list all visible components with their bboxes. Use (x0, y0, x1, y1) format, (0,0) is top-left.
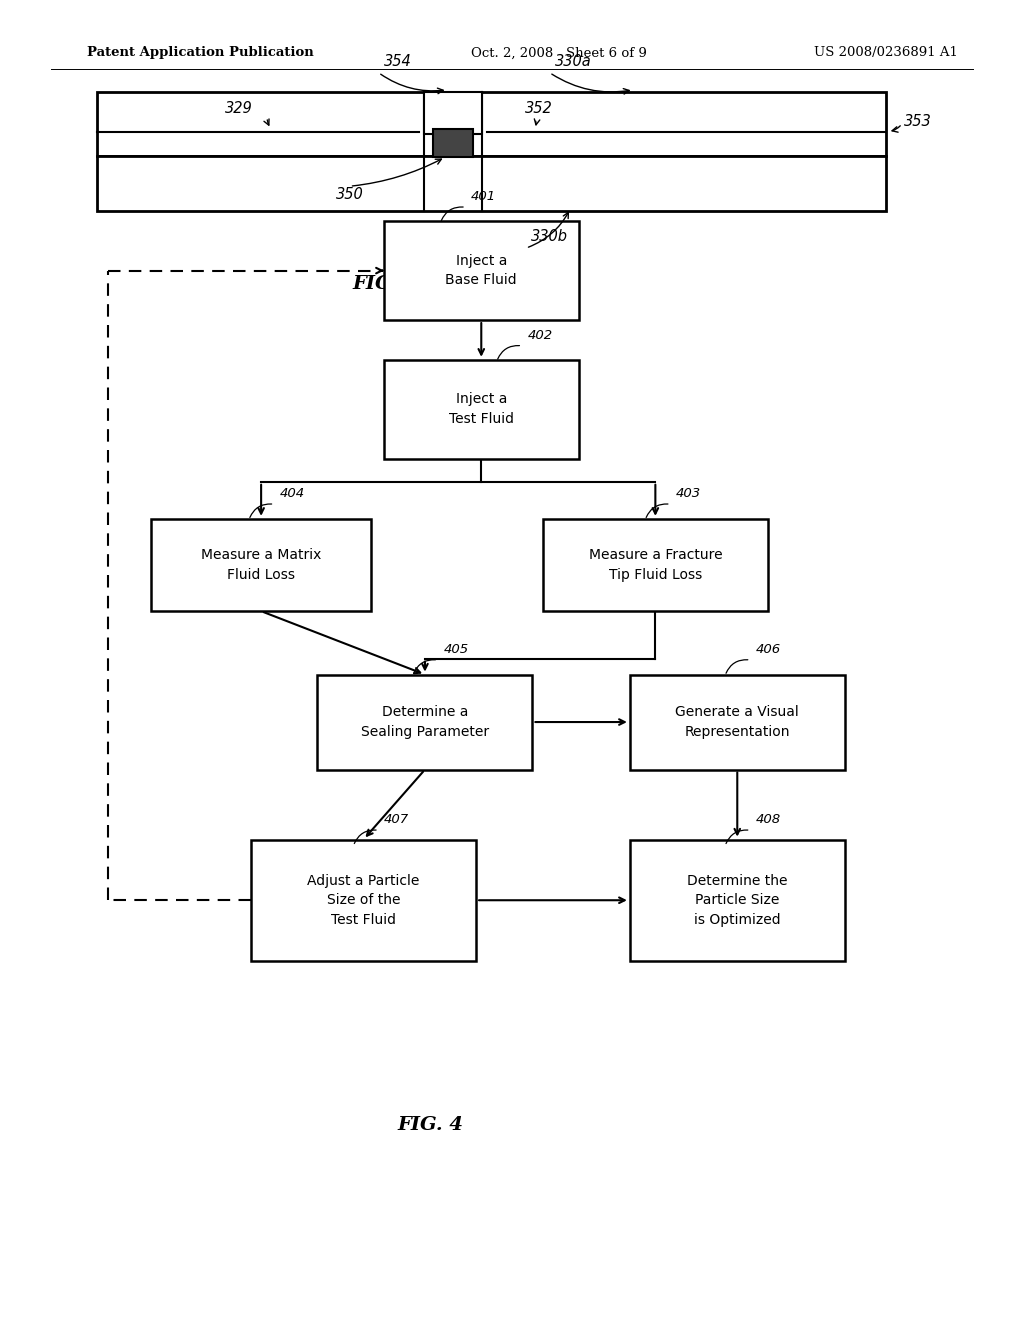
Text: 329: 329 (225, 100, 253, 116)
Text: Inject a
Base Fluid: Inject a Base Fluid (445, 253, 517, 288)
Text: 354: 354 (384, 54, 412, 69)
Text: 353: 353 (904, 114, 932, 128)
Text: Determine a
Sealing Parameter: Determine a Sealing Parameter (360, 705, 489, 739)
Text: 408: 408 (756, 813, 781, 826)
Bar (630, 675, 845, 770)
Text: 330a: 330a (555, 54, 591, 69)
Text: 403: 403 (676, 487, 701, 500)
Text: Adjust a Particle
Size of the
Test Fluid: Adjust a Particle Size of the Test Fluid (307, 874, 420, 927)
Text: Inject a
Test Fluid: Inject a Test Fluid (449, 392, 514, 426)
Bar (317, 675, 532, 770)
Text: Patent Application Publication: Patent Application Publication (87, 46, 313, 59)
Bar (251, 840, 476, 961)
Text: 350: 350 (336, 187, 364, 202)
Text: 352: 352 (525, 100, 553, 116)
Text: 330b: 330b (531, 230, 568, 244)
Text: Oct. 2, 2008   Sheet 6 of 9: Oct. 2, 2008 Sheet 6 of 9 (471, 46, 647, 59)
Text: US 2008/0236891 A1: US 2008/0236891 A1 (813, 46, 957, 59)
Text: 407: 407 (384, 813, 410, 826)
Bar (630, 840, 845, 961)
Text: 401: 401 (471, 190, 497, 203)
Bar (433, 129, 473, 157)
Text: FIG. 4: FIG. 4 (397, 1115, 463, 1134)
Text: Determine the
Particle Size
is Optimized: Determine the Particle Size is Optimized (687, 874, 787, 927)
Bar (425, 92, 482, 135)
Text: Measure a Fracture
Tip Fluid Loss: Measure a Fracture Tip Fluid Loss (589, 548, 722, 582)
Bar (97, 92, 886, 156)
Text: 405: 405 (443, 643, 469, 656)
Text: Measure a Matrix
Fluid Loss: Measure a Matrix Fluid Loss (201, 548, 322, 582)
Bar (97, 156, 886, 211)
Bar (543, 519, 768, 611)
Bar (384, 360, 579, 459)
Text: FIG. 3D: FIG. 3D (353, 275, 435, 293)
Bar (152, 519, 372, 611)
Bar (384, 220, 579, 319)
Text: 404: 404 (280, 487, 305, 500)
Text: Generate a Visual
Representation: Generate a Visual Representation (676, 705, 799, 739)
Text: 406: 406 (756, 643, 781, 656)
Text: 402: 402 (527, 329, 553, 342)
